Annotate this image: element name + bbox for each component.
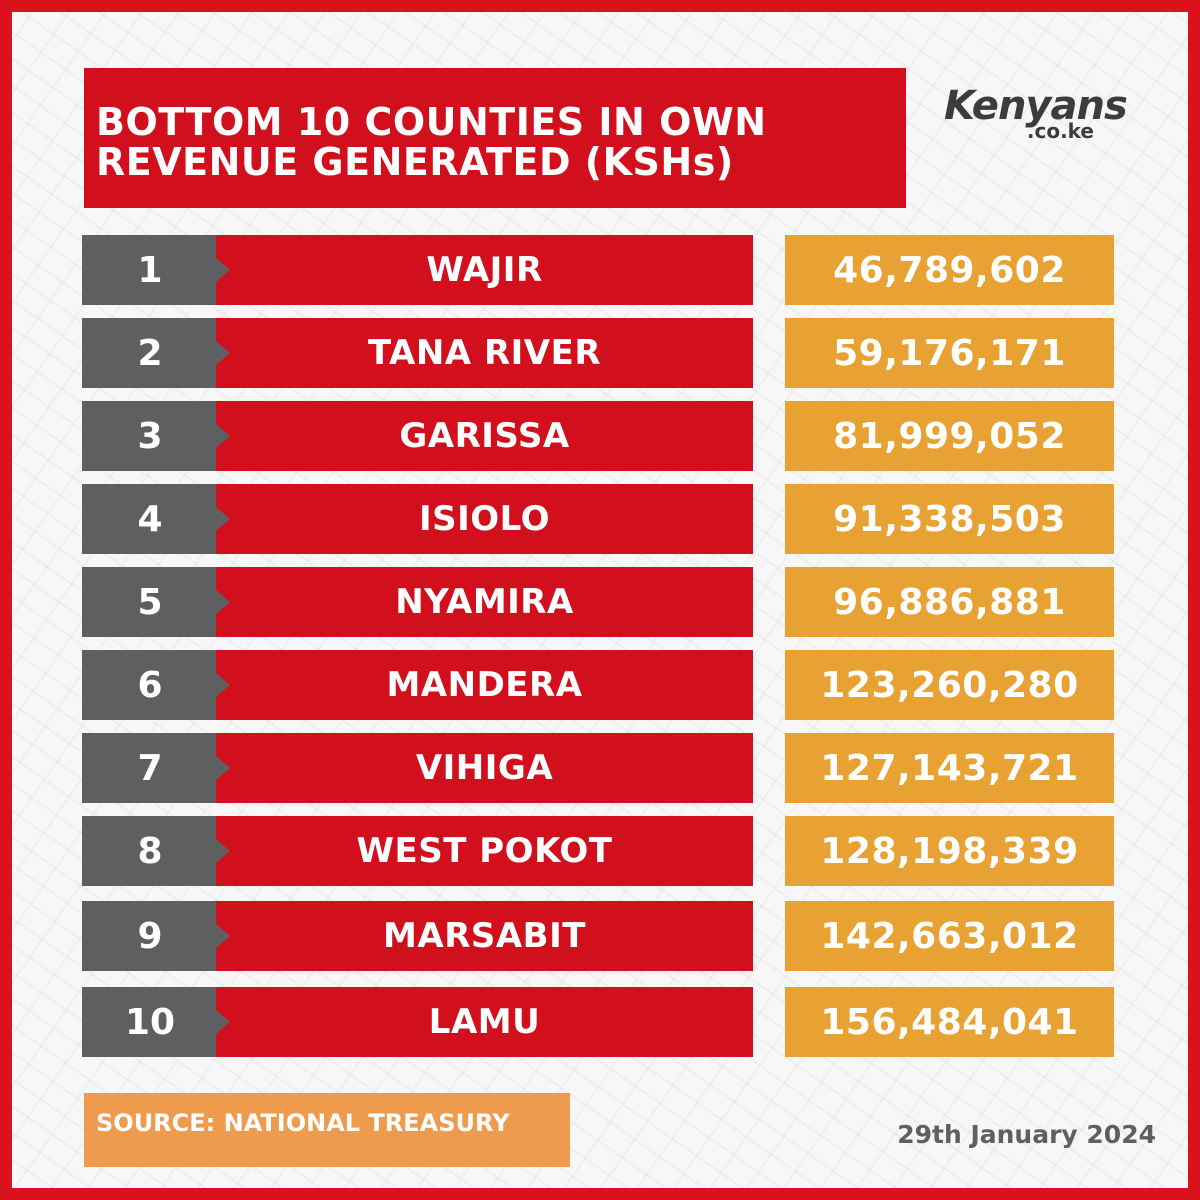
row-arrow-marker — [216, 590, 230, 614]
county-cell: LAMU — [216, 987, 753, 1057]
row-arrow-marker — [216, 258, 230, 282]
revenue-cell: 156,484,041 — [785, 987, 1114, 1057]
county-cell: ISIOLO — [216, 484, 753, 554]
county-cell: WEST POKOT — [216, 816, 753, 886]
revenue-cell: 127,143,721 — [785, 733, 1114, 803]
revenue-cell: 123,260,280 — [785, 650, 1114, 720]
revenue-cell: 142,663,012 — [785, 901, 1114, 971]
revenue-cell: 46,789,602 — [785, 235, 1114, 305]
rank-cell: 10 — [82, 987, 218, 1057]
title-line-1: BOTTOM 10 COUNTIES IN OWN — [96, 100, 767, 144]
county-cell: NYAMIRA — [216, 567, 753, 637]
row-arrow-marker — [216, 424, 230, 448]
logo-wordmark: Kenyans — [944, 83, 1128, 129]
rank-cell: 6 — [82, 650, 218, 720]
county-cell: WAJIR — [216, 235, 753, 305]
county-cell: GARISSA — [216, 401, 753, 471]
rank-cell: 3 — [82, 401, 218, 471]
row-arrow-marker — [216, 756, 230, 780]
revenue-cell: 81,999,052 — [785, 401, 1114, 471]
row-arrow-marker — [216, 924, 230, 948]
county-cell: MARSABIT — [216, 901, 753, 971]
title-line-2: REVENUE GENERATED (KSHs) — [96, 140, 734, 184]
rank-cell: 2 — [82, 318, 218, 388]
kenyans-logo: Kenyans .co.ke — [944, 83, 1128, 144]
row-arrow-marker — [216, 341, 230, 365]
title-banner: BOTTOM 10 COUNTIES IN OWN REVENUE GENERA… — [84, 68, 906, 208]
date-label: 29th January 2024 — [897, 1120, 1156, 1149]
row-arrow-marker — [216, 673, 230, 697]
row-arrow-marker — [216, 839, 230, 863]
rank-cell: 8 — [82, 816, 218, 886]
rank-cell: 5 — [82, 567, 218, 637]
county-cell: MANDERA — [216, 650, 753, 720]
row-arrow-marker — [216, 1010, 230, 1034]
source-label: SOURCE: NATIONAL TREASURY — [84, 1093, 570, 1167]
revenue-cell: 128,198,339 — [785, 816, 1114, 886]
revenue-cell: 59,176,171 — [785, 318, 1114, 388]
rank-cell: 9 — [82, 901, 218, 971]
revenue-cell: 96,886,881 — [785, 567, 1114, 637]
revenue-cell: 91,338,503 — [785, 484, 1114, 554]
row-arrow-marker — [216, 507, 230, 531]
rank-cell: 4 — [82, 484, 218, 554]
rank-cell: 7 — [82, 733, 218, 803]
logo-domain: .co.ke — [1026, 119, 1094, 143]
county-cell: VIHIGA — [216, 733, 753, 803]
county-cell: TANA RIVER — [216, 318, 753, 388]
rank-cell: 1 — [82, 235, 218, 305]
